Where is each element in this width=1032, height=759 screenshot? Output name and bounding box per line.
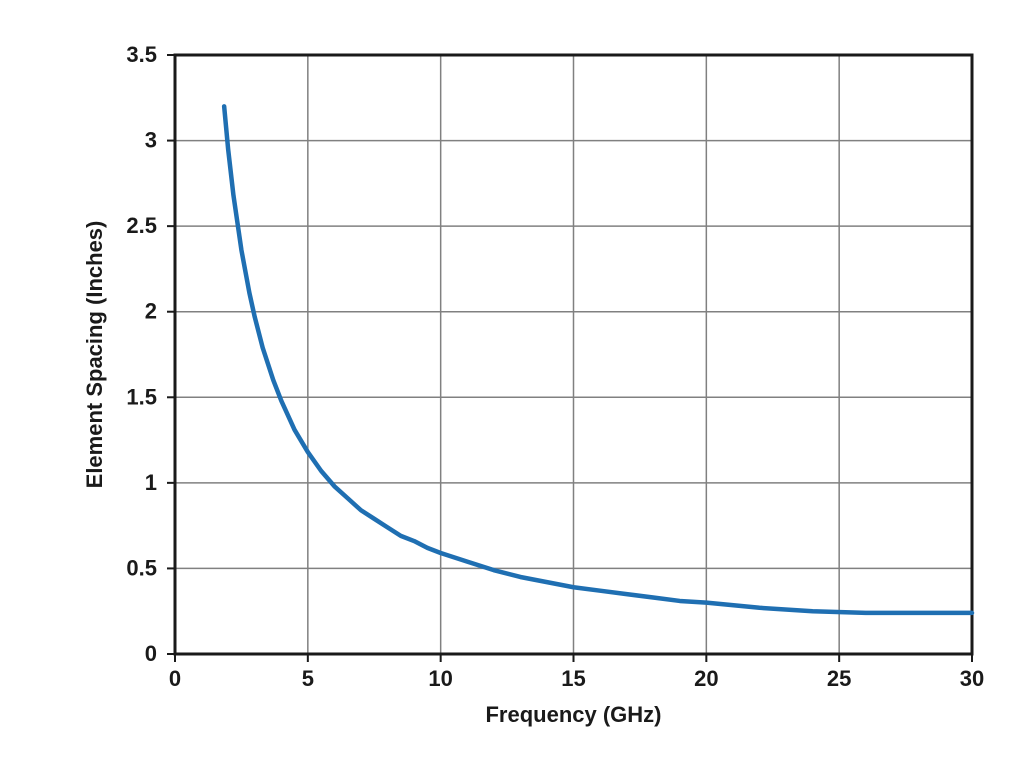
- x-tick-label: 30: [960, 666, 984, 691]
- x-tick-label: 0: [169, 666, 181, 691]
- y-axis-label: Element Spacing (Inches): [82, 221, 107, 489]
- x-tick-label: 15: [561, 666, 585, 691]
- y-tick-label: 2: [145, 299, 157, 324]
- x-tick-label: 25: [827, 666, 851, 691]
- y-tick-label: 2.5: [126, 213, 157, 238]
- x-axis-label: Frequency (GHz): [485, 702, 661, 727]
- y-tick-label: 3.5: [126, 42, 157, 67]
- y-tick-label: 1.5: [126, 384, 157, 409]
- chart-container: 0 5 10 15 20 25 30 0 0.5 1 1.5 2 2.5 3 3.5 Frequency (G…: [0, 0, 1032, 759]
- y-tick-label: 3: [145, 128, 157, 153]
- y-tick-label: 0.5: [126, 555, 157, 580]
- x-tick-label: 20: [694, 666, 718, 691]
- y-tick-label: 0: [145, 641, 157, 666]
- x-tick-label: 5: [302, 666, 314, 691]
- line-chart: 0 5 10 15 20 25 30 0 0.5 1 1.5 2 2.5 3 3.5 Frequency (G…: [0, 0, 1032, 759]
- y-tick-label: 1: [145, 470, 157, 495]
- x-tick-label: 10: [428, 666, 452, 691]
